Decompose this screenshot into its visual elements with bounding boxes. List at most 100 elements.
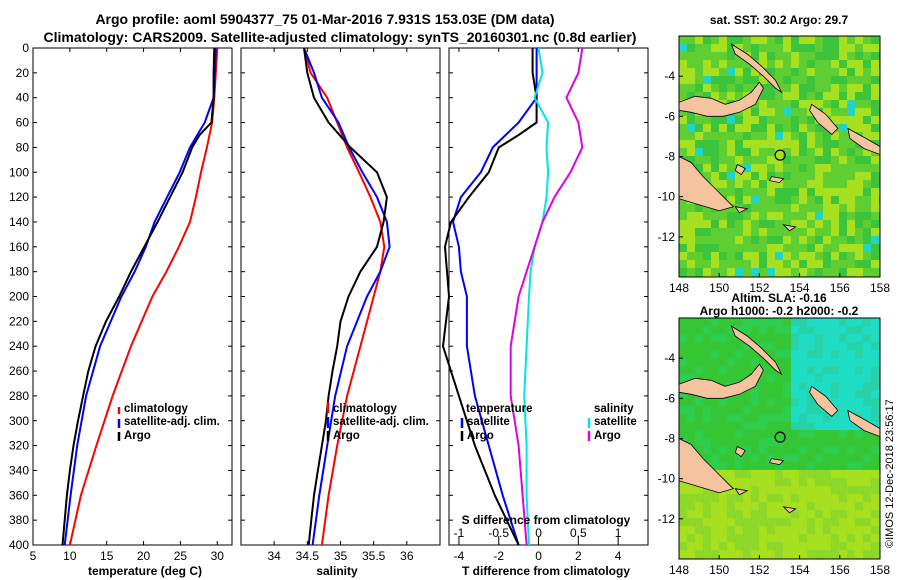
map-cell <box>823 358 831 366</box>
map-cell <box>751 510 759 518</box>
map-cell <box>783 268 791 276</box>
map-cell <box>767 454 775 462</box>
map-cell <box>807 60 815 68</box>
map-cell <box>831 350 839 358</box>
map-cell <box>759 486 767 494</box>
map-cell <box>759 180 767 188</box>
map-cell <box>775 494 783 502</box>
map-cell <box>847 268 855 276</box>
map-cell <box>807 398 815 406</box>
s-tick-label: 0.5 <box>570 526 587 540</box>
map-cell <box>751 398 759 406</box>
map-cell <box>807 374 815 382</box>
map-cell <box>751 454 759 462</box>
map-cell <box>855 180 863 188</box>
map-cell <box>815 260 823 268</box>
land-louisiade <box>734 488 749 496</box>
map-cell <box>679 236 687 244</box>
map-cell <box>751 268 759 276</box>
map-cell <box>855 470 863 478</box>
map-cell <box>791 68 799 76</box>
map-cell <box>783 526 791 534</box>
map-cell <box>767 268 775 276</box>
map-cell <box>823 470 831 478</box>
map-cell <box>831 334 839 342</box>
map-cell <box>823 390 831 398</box>
salinity-xlabel: salinity <box>316 564 358 578</box>
map-cell <box>855 220 863 228</box>
map-cell <box>711 260 719 268</box>
map-cell <box>839 318 847 326</box>
map-cell <box>823 92 831 100</box>
map-cell <box>863 60 871 68</box>
land-new-guinea <box>679 156 735 212</box>
map-cell <box>831 502 839 510</box>
map-cell <box>823 156 831 164</box>
map-cell <box>815 92 823 100</box>
map-cell <box>783 76 791 84</box>
map-cell <box>839 156 847 164</box>
map-cell <box>823 260 831 268</box>
map-cell <box>791 44 799 52</box>
map-cell <box>767 84 775 92</box>
map-cell <box>751 494 759 502</box>
map-cell <box>759 140 767 148</box>
map-cell <box>727 358 735 366</box>
map-cell <box>871 390 879 398</box>
map-cell <box>775 260 783 268</box>
map-cell <box>727 518 735 526</box>
map-cell <box>759 326 767 334</box>
map-cell <box>743 164 751 172</box>
difference-panel: -4 -2 0 2 4 -1 -0.5 0 0.5 1 S difference from cli… <box>442 47 649 578</box>
map-cell <box>751 172 759 180</box>
temperature-legend: climatology satellite-adj. clim. Argo <box>117 403 220 442</box>
map-cell <box>759 220 767 228</box>
map-cell <box>775 534 783 542</box>
map-cell <box>823 204 831 212</box>
imos-stamp: ©IMOS 12-Dec-2018 23:56:17 <box>884 399 896 548</box>
map-cell <box>807 100 815 108</box>
map-cell <box>799 318 807 326</box>
map-cell <box>839 196 847 204</box>
map-cell <box>863 44 871 52</box>
map-cell <box>679 526 687 534</box>
map-cell <box>783 108 791 116</box>
map-cell <box>847 470 855 478</box>
map-cell <box>743 406 751 414</box>
map-cell <box>751 124 759 132</box>
map-cell <box>871 204 879 212</box>
map-cell <box>839 414 847 422</box>
map-cell <box>679 252 687 260</box>
map-cell <box>751 180 759 188</box>
map-cell <box>863 132 871 140</box>
map-cell <box>799 422 807 430</box>
map-cell <box>847 462 855 470</box>
map-cell <box>855 172 863 180</box>
map-cell <box>791 148 799 156</box>
map-cell <box>759 164 767 172</box>
map-cell <box>815 52 823 60</box>
lon-tick-label: 158 <box>870 563 890 577</box>
map-cell <box>735 140 743 148</box>
map-cell <box>719 164 727 172</box>
map-cell <box>759 542 767 550</box>
map-cell <box>855 502 863 510</box>
map-cell <box>767 252 775 260</box>
map-cell <box>823 350 831 358</box>
map-cell <box>863 358 871 366</box>
map-cell <box>759 252 767 260</box>
map-cell <box>863 398 871 406</box>
map-cell <box>815 518 823 526</box>
map-cell <box>743 204 751 212</box>
map-cell <box>815 326 823 334</box>
map-cell <box>863 470 871 478</box>
map-cell <box>783 382 791 390</box>
map-cell <box>791 470 799 478</box>
map-cell <box>719 446 727 454</box>
map-cell <box>823 52 831 60</box>
map-cell <box>719 172 727 180</box>
map-cell <box>735 188 743 196</box>
map-cell <box>775 124 783 132</box>
map-cell <box>871 60 879 68</box>
map-cell <box>735 526 743 534</box>
